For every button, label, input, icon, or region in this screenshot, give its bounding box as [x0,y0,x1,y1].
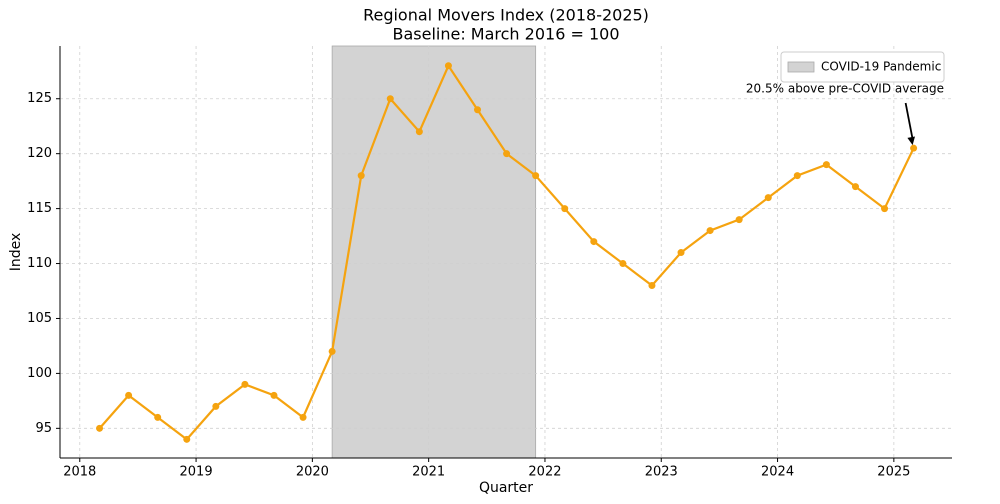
annotation: 20.5% above pre-COVID average [746,82,944,96]
data-point [328,347,336,355]
data-point [590,238,598,246]
x-tick-label: 2025 [877,465,910,480]
data-point [444,62,452,70]
x-tick-label: 2018 [63,465,96,480]
data-point [822,161,830,169]
data-point [851,183,859,191]
data-point [357,172,365,180]
data-point [764,194,772,202]
data-point [241,380,249,388]
data-point [299,413,307,421]
data-point [910,144,918,152]
annotation-arrowhead [907,136,915,146]
y-axis-label: Index [8,233,24,272]
x-tick-label: 2022 [528,465,561,480]
data-point [881,205,889,213]
legend-label: COVID-19 Pandemic [821,60,941,74]
y-tick-label: 110 [27,256,52,271]
data-point [793,172,801,180]
legend-swatch [787,61,815,73]
data-point [270,391,278,399]
y-tick-label: 115 [27,201,52,216]
annotation-arrow [904,102,914,140]
x-tick-label: 2019 [180,465,213,480]
legend-box [780,51,945,83]
data-point [619,260,627,268]
x-axis-label: Quarter [479,480,533,496]
x-tick-label: 2020 [296,465,329,480]
data-point [532,172,540,180]
y-tick-label: 125 [27,91,52,106]
data-point [183,435,191,443]
data-point [96,424,104,432]
shaded-region [331,45,537,459]
x-tick-label: 2021 [412,465,445,480]
x-tick-label: 2023 [645,465,678,480]
y-tick-label: 105 [27,311,52,326]
data-point [212,402,220,410]
data-point [561,205,569,213]
data-point [125,391,133,399]
data-point [474,106,482,114]
data-point [503,150,511,158]
y-tick-label: 120 [27,146,52,161]
data-point [648,282,656,290]
data-point [415,128,423,136]
data-point [706,227,714,235]
y-tick-label: 100 [27,366,52,381]
y-tick-label: 95 [35,421,52,436]
data-point [677,249,685,257]
data-point [154,413,162,421]
data-point [735,216,743,224]
chart-title: Regional Movers Index (2018-2025) [363,6,649,25]
data-point [386,95,394,103]
x-tick-label: 2024 [761,465,794,480]
chart-subtitle: Baseline: March 2016 = 100 [392,25,619,44]
